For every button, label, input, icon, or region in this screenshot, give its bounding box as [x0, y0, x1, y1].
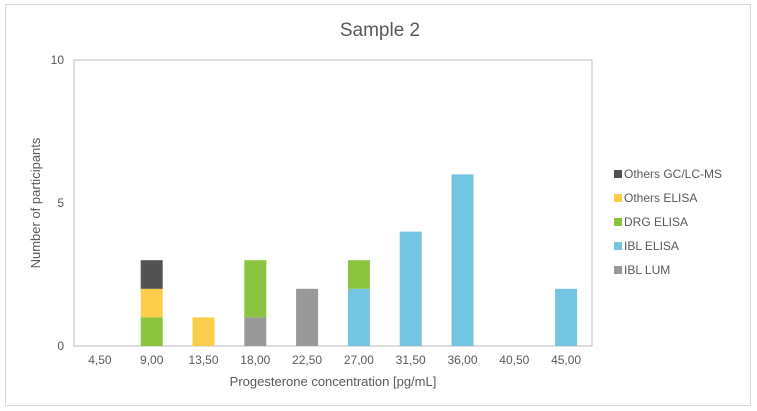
bar-segment [244, 260, 267, 318]
legend-label: Others ELISA [624, 191, 697, 205]
y-tick-label: 5 [57, 196, 64, 210]
x-tick-label: 45,00 [551, 353, 581, 367]
plot-area-border [73, 59, 593, 347]
x-tick-label: 9,00 [140, 353, 164, 367]
bar-segment [555, 288, 578, 346]
chart-title: Sample 2 [340, 20, 420, 41]
bars-group [140, 174, 578, 346]
legend-label: Others GC/LC-MS [624, 167, 722, 181]
bar-segment [140, 317, 163, 346]
legend-swatch [614, 266, 622, 274]
y-tick-label: 10 [51, 53, 65, 67]
bar-segment [347, 288, 370, 346]
bar-segment [140, 260, 163, 289]
bar-segment [140, 288, 163, 318]
x-tick-label: 27,00 [344, 353, 374, 367]
chart-area [5, 4, 751, 406]
bar-segment [451, 174, 474, 346]
x-tick-label: 40,50 [499, 353, 529, 367]
x-tick-label: 31,50 [396, 353, 426, 367]
legend-swatch [614, 170, 622, 178]
legend-swatch [614, 218, 622, 226]
legend-swatch [614, 194, 622, 202]
bar-segment [244, 317, 267, 346]
legend-label: IBL ELISA [624, 239, 679, 253]
y-tick-label: 0 [57, 339, 64, 353]
bar-segment [347, 260, 370, 289]
bar-segment [399, 231, 422, 346]
y-axis-ticks: 0 5 10 [51, 53, 65, 353]
x-tick-label: 36,00 [447, 353, 477, 367]
x-tick-label: 4,50 [88, 353, 112, 367]
bar-segment [296, 288, 319, 346]
x-axis-ticks: 4,50 9,00 13,50 18,00 22,50 27,00 31,50 36,00 40… [88, 353, 581, 367]
bar-segment [192, 317, 215, 346]
legend: Others GC/LC-MS Others ELISA DRG ELISA IBL … [614, 167, 722, 277]
legend-label: DRG ELISA [624, 215, 688, 229]
legend-label: IBL LUM [624, 263, 670, 277]
x-tick-label: 22,50 [292, 353, 322, 367]
x-tick-label: 18,00 [240, 353, 270, 367]
y-axis-title: Number of participants [28, 137, 43, 268]
x-axis-title: Progesterone concentration [pg/mL] [230, 374, 437, 389]
legend-swatch [614, 242, 622, 250]
x-tick-label: 13,50 [188, 353, 218, 367]
